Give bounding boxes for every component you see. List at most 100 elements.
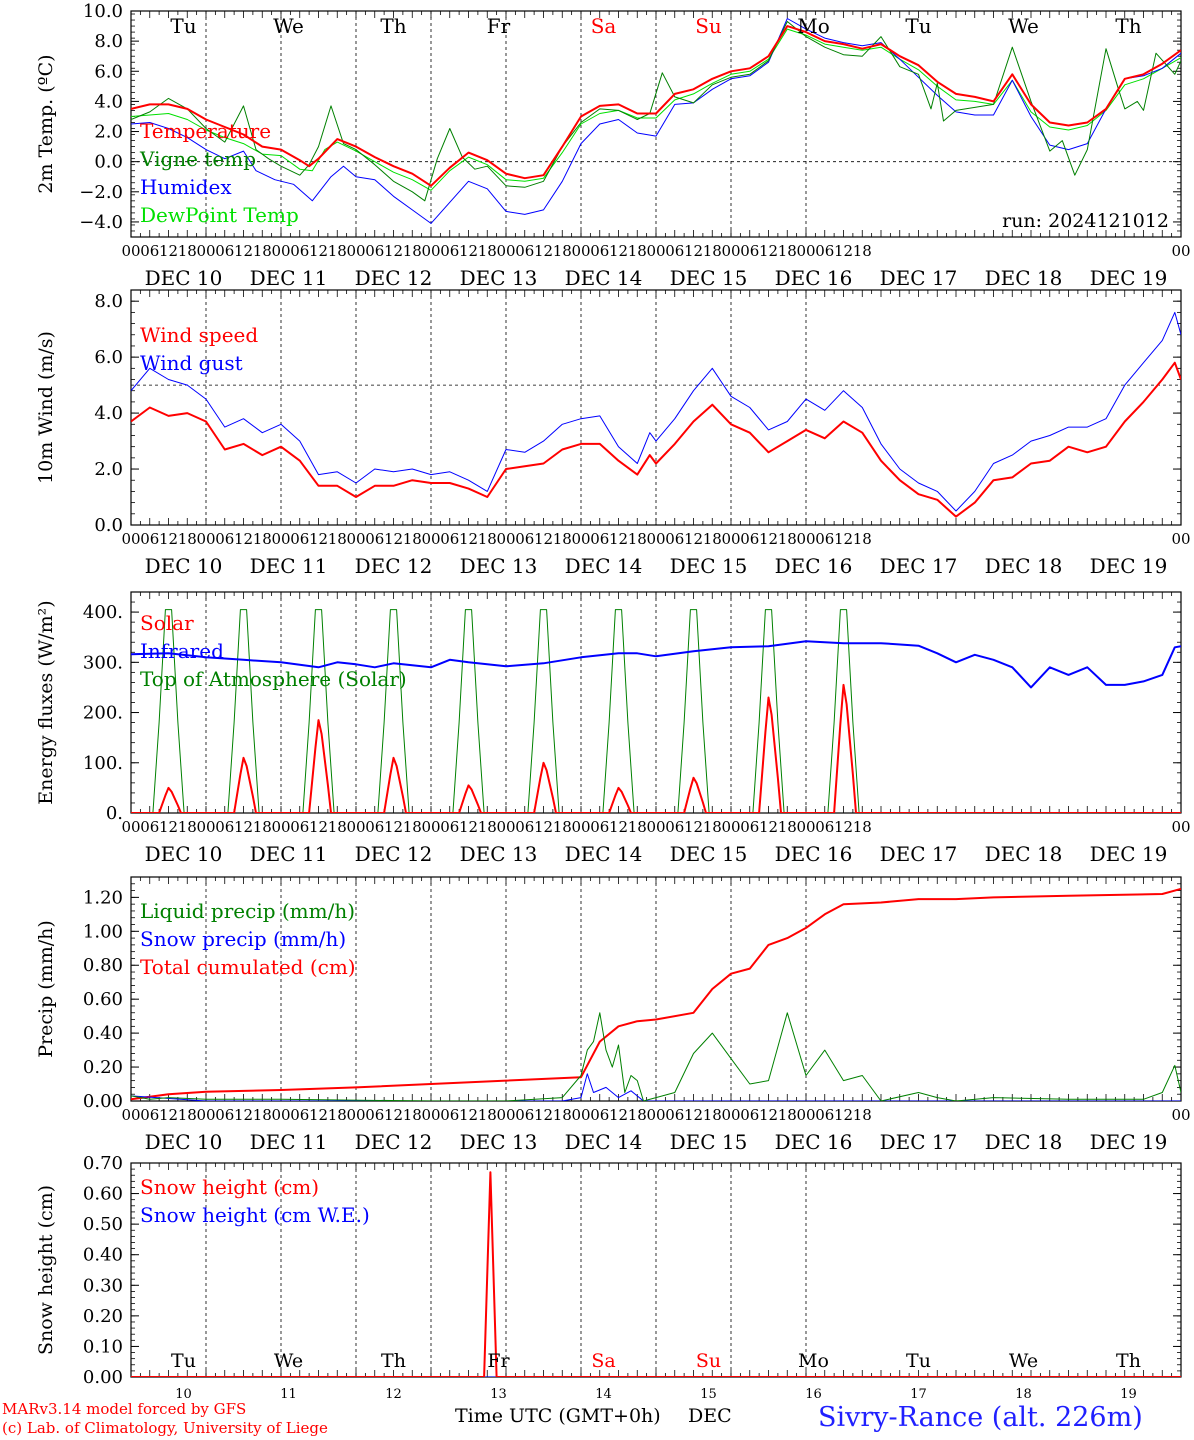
day-number: 17 [910,1387,927,1402]
day-number: 10 [175,1387,192,1402]
y-tick-label: −4.0 [79,212,123,233]
date-label: DEC 17 [880,554,958,578]
x-tick-label: 12 [459,242,478,260]
x-tick-label: 00 [496,530,515,548]
x-tick-label: 12 [684,818,703,836]
y-tick-label: 0.00 [83,1091,123,1112]
x-tick-label: 12 [159,530,178,548]
x-tick-label: 06 [740,530,759,548]
day-number: 18 [1015,1387,1032,1402]
series-solar [131,683,1181,813]
x-tick-label: 12 [159,818,178,836]
x-tick-label: 06 [365,530,384,548]
x-tick-label: 06 [215,530,234,548]
date-label: DEC 19 [1090,1130,1168,1154]
x-tick-label: 18 [253,1106,272,1124]
x-tick-label: 12 [309,242,328,260]
y-tick-label: 0. [106,803,123,824]
day-name: We [1008,14,1039,38]
x-tick-label: 18 [178,1106,197,1124]
x-tick-label: 18 [628,530,647,548]
x-tick-label: 00 [196,1106,215,1124]
date-label: DEC 10 [145,554,223,578]
x-tick-label: 18 [478,242,497,260]
x-tick-label: 06 [590,818,609,836]
date-label: DEC 11 [250,842,328,866]
x-tick-label: 12 [609,818,628,836]
y-tick-label: 6.0 [94,61,123,82]
x-tick-label: 00 [1171,1106,1190,1124]
x-tick-label: 06 [740,818,759,836]
y-axis-label: Energy fluxes (W/m²) [35,600,57,804]
series-temperature [131,25,1181,187]
x-tick-label: 18 [328,242,347,260]
legend-entry: Temperature [140,119,271,143]
x-tick-label: 12 [384,242,403,260]
x-tick-label: 00 [796,530,815,548]
day-number: 16 [805,1387,822,1402]
x-tick-label: 06 [215,1106,234,1124]
date-label: DEC 10 [145,266,223,290]
x-tick-label: 12 [234,242,253,260]
day-name: Sa [591,1350,615,1372]
legend-entry: Snow height (cm W.E.) [140,1203,370,1227]
series-dewpoint-temp [131,28,1181,191]
x-tick-label: 00 [571,530,590,548]
date-label: DEC 18 [985,554,1063,578]
x-tick-label: 12 [759,530,778,548]
x-tick-label: 06 [140,530,159,548]
panel-4: 1.20 1.00 0.80 0.60 0.40 0.20 0.00 Precip (mm/h… [35,876,1191,1154]
date-label: DEC 14 [565,842,643,866]
legend-entry: Snow height (cm) [140,1175,319,1199]
x-tick-label: 06 [440,242,459,260]
x-tick-label: 18 [553,818,572,836]
day-name: Mo [797,14,830,38]
x-tick-label: 12 [459,1106,478,1124]
x-tick-label: 00 [496,1106,515,1124]
legend-entry: Snow precip (mm/h) [140,927,346,951]
x-tick-label: 18 [553,1106,572,1124]
x-tick-label: 18 [628,818,647,836]
date-label: DEC 12 [355,266,433,290]
legend-entry: Wind gust [140,351,243,375]
x-tick-label: 18 [328,818,347,836]
date-label: DEC 18 [985,1130,1063,1154]
date-label: DEC 10 [145,1130,223,1154]
x-tick-label: 00 [796,1106,815,1124]
series-top-of-atmosphere-solar [131,609,1181,813]
x-tick-label: 00 [196,818,215,836]
x-tick-label: 12 [159,242,178,260]
y-tick-label: 0.10 [83,1336,123,1357]
x-tick-label: 06 [815,818,834,836]
x-tick-label: 00 [121,818,140,836]
x-tick-label: 00 [646,1106,665,1124]
legend-entry: Top of Atmosphere (Solar) [140,667,407,691]
x-tick-label: 00 [346,530,365,548]
x-tick-label: 06 [590,1106,609,1124]
legend-entry: Vigne temp [139,147,256,171]
model-credit: MARv3.14 model forced by GFS [2,1400,247,1418]
x-tick-label: 00 [121,1106,140,1124]
series-infrared [131,640,1181,689]
date-label: DEC 11 [250,554,328,578]
date-label: DEC 15 [670,842,748,866]
x-tick-label: 18 [628,242,647,260]
y-tick-label: 0.80 [83,955,123,976]
x-tick-label: 06 [365,242,384,260]
day-number: 15 [700,1387,717,1402]
x-tick-label: 18 [853,242,872,260]
y-tick-label: 0.60 [83,989,123,1010]
y-tick-label: 0.30 [83,1275,123,1296]
date-label: DEC 18 [985,266,1063,290]
x-tick-label: 18 [778,242,797,260]
x-tick-label: 06 [590,242,609,260]
date-label: DEC 17 [880,842,958,866]
x-tick-label: 18 [178,818,197,836]
x-tick-label: 00 [721,530,740,548]
x-tick-label: 18 [703,818,722,836]
x-tick-label: 12 [234,818,253,836]
x-tick-label: 18 [553,242,572,260]
day-name: Tu [906,1350,931,1372]
date-label: DEC 16 [775,554,853,578]
x-tick-label: 00 [496,818,515,836]
